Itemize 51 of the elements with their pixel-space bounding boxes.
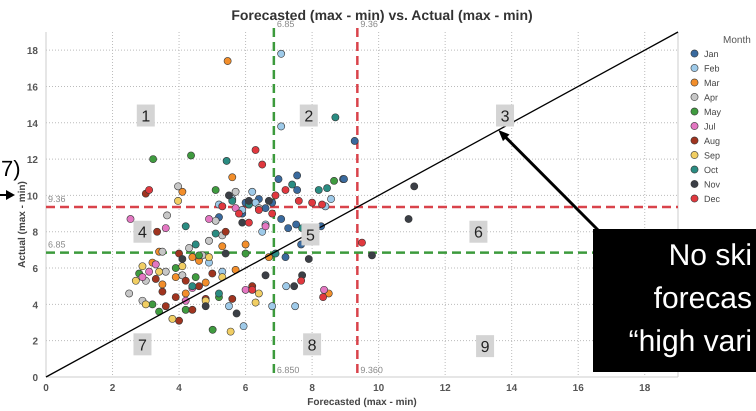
y-tick-label: 8 — [32, 228, 38, 239]
text: 7) — [1, 156, 21, 181]
legend-label: May — [704, 107, 722, 117]
y-tick-label: 16 — [26, 82, 38, 94]
annotation: No ski forecas “high vari — [628, 239, 752, 358]
y-tick-label: 14 — [26, 118, 38, 130]
annotation: 8 — [308, 337, 317, 354]
x-axis-title: Forecasted (max - min) — [307, 397, 417, 408]
x-tick-label: 4 — [176, 383, 182, 394]
x-tick-label: 18 — [639, 383, 651, 394]
legend-title: Month — [723, 35, 751, 46]
annotation: 2 — [304, 108, 314, 126]
y-axis-title: Actual (max - min) — [17, 181, 28, 268]
x-tick-label: 8 — [309, 383, 316, 394]
legend-label: Mar — [704, 78, 720, 88]
y-tick-label: 2 — [32, 336, 38, 348]
legend-label: Dec — [704, 194, 721, 204]
annotation: 7 — [138, 337, 148, 354]
x-tick-label: 6 — [242, 383, 249, 394]
y-tick-label: 10 — [26, 191, 38, 202]
annotation: 4 — [138, 224, 148, 242]
x-tick-label: 12 — [440, 383, 452, 394]
x-tick-label: 0 — [43, 383, 50, 394]
ref-line-label: 6.85 — [276, 19, 294, 29]
annotation: 1 — [141, 108, 150, 126]
annotation: 6 — [474, 224, 483, 242]
legend-label: Oct — [704, 165, 718, 175]
legend-label: Nov — [704, 180, 721, 190]
legend-label: Apr — [704, 92, 718, 102]
ref-line-label: 6.85 — [48, 240, 66, 250]
annotation: 6.850 — [276, 365, 300, 375]
x-tick-label: 10 — [373, 383, 385, 394]
annotation: 5 — [306, 227, 315, 244]
annotation: 9.360 — [360, 365, 383, 375]
ref-line-label: 9.36 — [48, 194, 66, 204]
x-tick-label: 16 — [572, 383, 584, 394]
y-tick-label: 4 — [32, 300, 38, 312]
y-tick-label: 12 — [26, 155, 38, 166]
y-tick-label: 18 — [26, 46, 38, 58]
legend-label: Feb — [704, 64, 720, 74]
y-tick-label: 6 — [32, 264, 38, 276]
ref-line-label: 9.36 — [360, 19, 378, 29]
annotation: 3 — [500, 108, 510, 126]
y-tick-label: 0 — [32, 373, 38, 384]
x-tick-label: 14 — [506, 383, 518, 394]
legend-label: Jul — [704, 122, 716, 132]
legend-label: Jan — [704, 49, 719, 59]
x-tick-label: 2 — [110, 383, 116, 394]
annotation: 9 — [480, 339, 490, 356]
legend-label: Sep — [704, 150, 720, 160]
legend-label: Aug — [704, 136, 720, 146]
